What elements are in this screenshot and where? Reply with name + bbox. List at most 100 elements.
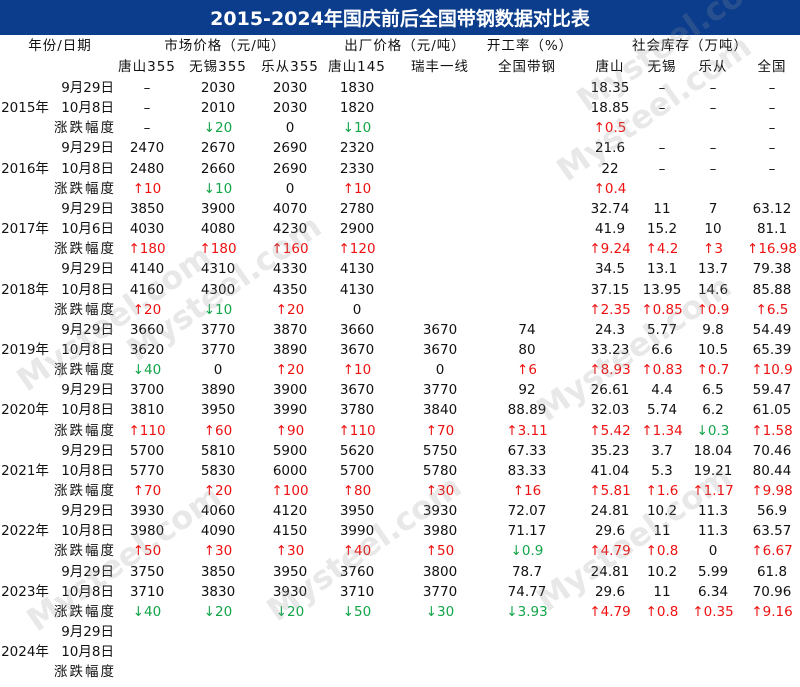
cell-lecong355: ↑90 <box>275 423 305 439</box>
date-label: 9月29日 <box>61 382 114 398</box>
cell-ruifeng: 3980 <box>422 523 458 539</box>
cell-strip-national: ↑6 <box>517 362 537 378</box>
cell-strip-national <box>487 239 567 259</box>
cell-tangshan355: 3930 <box>129 503 165 519</box>
cell-tangshan355: 3620 <box>129 342 165 358</box>
date-label: 9月29日 <box>61 80 114 96</box>
cell-ruifeng: 3800 <box>422 564 458 580</box>
cell-ruifeng <box>400 199 480 219</box>
cell-inv-tangshan: ↑5.81 <box>589 483 631 499</box>
cell-inv-national: 70.96 <box>752 584 792 600</box>
change-label: 涨跌幅度 <box>54 483 116 499</box>
cell-ruifeng <box>400 78 480 98</box>
cell-lecong355: 5900 <box>272 443 308 459</box>
date-label: 9月29日 <box>61 261 114 277</box>
cell-inv-national: 79.38 <box>752 261 792 277</box>
year-label: 2020年 <box>1 402 49 418</box>
subheader-tangshan145: 唐山145 <box>328 59 386 75</box>
subheader-inv-national: 全国 <box>757 59 787 75</box>
cell-inv-tangshan: 29.6 <box>594 523 626 539</box>
cell-wuxi355: 3770 <box>200 342 236 358</box>
cell-ruifeng: ↑70 <box>425 423 455 439</box>
cell-lecong355: ↑160 <box>271 241 309 257</box>
cell-wuxi355: 0 <box>213 362 223 378</box>
cell-tangshan145: 0 <box>352 302 362 318</box>
date-label: 10月8日 <box>61 161 114 177</box>
cell-wuxi355: 2670 <box>200 140 236 156</box>
cell-inv-lecong: 11.3 <box>697 523 729 539</box>
cell-strip-national: ↓3.93 <box>506 604 548 620</box>
cell-inv-tangshan: 18.35 <box>590 80 630 96</box>
year-label: 2017年 <box>1 221 49 237</box>
cell-inv-lecong: 19.21 <box>693 463 733 479</box>
cell-inv-tangshan: 41.04 <box>590 463 630 479</box>
cell-inv-national: ↑6.5 <box>755 302 789 318</box>
cell-inv-wuxi: ↑4.2 <box>645 241 679 257</box>
cell-lecong355 <box>257 662 323 682</box>
cell-inv-lecong: 6.2 <box>702 402 724 418</box>
cell-inv-national: 63.12 <box>752 201 792 217</box>
date-label: 10月8日 <box>61 342 114 358</box>
cell-tangshan355: 2480 <box>129 161 165 177</box>
cell-inv-lecong: – <box>709 100 717 116</box>
cell-inv-wuxi: ↑1.34 <box>641 423 683 439</box>
cell-tangshan355: ↑50 <box>132 543 162 559</box>
cell-strip-national <box>487 622 567 642</box>
cell-inv-national: ↑9.98 <box>751 483 793 499</box>
cell-ruifeng <box>400 98 480 118</box>
cell-inv-national: ↑9.16 <box>751 604 793 620</box>
cell-tangshan355: 3750 <box>129 564 165 580</box>
subheader-strip-national: 全国带钢 <box>498 59 556 75</box>
cell-tangshan145: 3760 <box>339 564 375 580</box>
cell-ruifeng <box>400 239 480 259</box>
cell-inv-lecong: 11.3 <box>697 503 729 519</box>
cell-lecong355: 3890 <box>272 342 308 358</box>
cell-inv-wuxi <box>637 642 687 662</box>
year-label: 2015年 <box>1 100 49 116</box>
cell-tangshan355: ↓40 <box>132 362 162 378</box>
cell-tangshan355: 4140 <box>129 261 165 277</box>
cell-wuxi355: ↓10 <box>203 181 233 197</box>
cell-inv-national <box>747 179 797 199</box>
cell-inv-tangshan: ↑9.24 <box>589 241 631 257</box>
cell-inv-wuxi: 10.2 <box>646 503 678 519</box>
cell-wuxi355: ↓10 <box>203 302 233 318</box>
cell-ruifeng <box>400 662 480 682</box>
cell-ruifeng <box>400 300 480 320</box>
cell-inv-lecong <box>688 642 738 662</box>
cell-wuxi355: 5830 <box>200 463 236 479</box>
cell-inv-tangshan: 21.6 <box>594 140 626 156</box>
cell-tangshan355 <box>114 622 180 642</box>
date-label: 9月29日 <box>61 201 114 217</box>
cell-inv-wuxi: ↑1.6 <box>645 483 679 499</box>
cell-inv-lecong <box>688 179 738 199</box>
cell-inv-lecong: 7 <box>708 201 718 217</box>
cell-strip-national <box>487 642 567 662</box>
change-label: 涨跌幅度 <box>54 423 116 439</box>
cell-strip-national <box>487 280 567 300</box>
cell-inv-wuxi: 11 <box>653 201 671 217</box>
subheader-inv-wuxi: 无锡 <box>647 59 677 75</box>
cell-wuxi355: 3770 <box>200 322 236 338</box>
subheader-lecong355: 乐从355 <box>261 59 319 75</box>
cell-tangshan145: 3670 <box>339 382 375 398</box>
cell-strip-national <box>487 199 567 219</box>
cell-inv-lecong: ↓0.3 <box>696 423 730 439</box>
cell-strip-national: 74.77 <box>507 584 547 600</box>
cell-inv-tangshan: ↑5.42 <box>589 423 631 439</box>
cell-inv-tangshan: 34.5 <box>594 261 626 277</box>
cell-inv-national: 81.1 <box>756 221 788 237</box>
cell-tangshan355: 3710 <box>129 584 165 600</box>
cell-inv-national <box>747 622 797 642</box>
cell-tangshan355: 5700 <box>129 443 165 459</box>
cell-tangshan145: 1830 <box>339 80 375 96</box>
cell-tangshan355: 3810 <box>129 402 165 418</box>
date-label: 10月8日 <box>61 282 114 298</box>
date-label: 9月29日 <box>61 322 114 338</box>
cell-inv-tangshan: 26.61 <box>590 382 630 398</box>
cell-strip-national <box>487 159 567 179</box>
cell-lecong355: 2690 <box>272 140 308 156</box>
cell-lecong355: ↑30 <box>275 543 305 559</box>
cell-tangshan355: 3660 <box>129 322 165 338</box>
cell-ruifeng: 3770 <box>422 584 458 600</box>
